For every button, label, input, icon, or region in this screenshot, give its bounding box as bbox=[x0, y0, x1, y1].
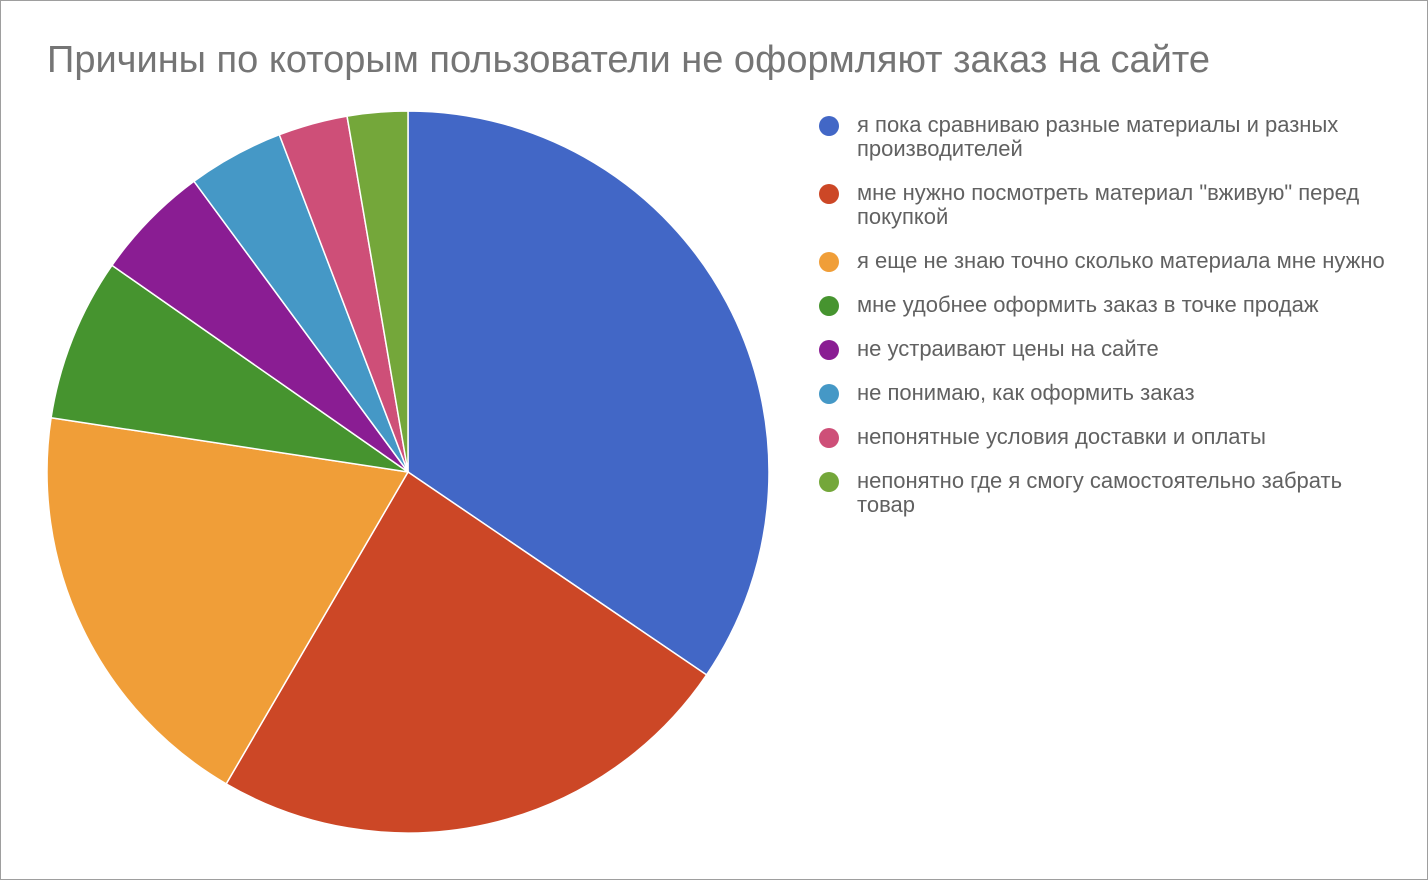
legend-swatch-icon bbox=[819, 116, 839, 136]
legend-swatch-icon bbox=[819, 384, 839, 404]
legend-swatch-icon bbox=[819, 340, 839, 360]
legend-label: непонятно где я смогу самостоятельно заб… bbox=[857, 468, 1343, 517]
legend-label: я пока сравниваю разные материалы и разн… bbox=[857, 112, 1339, 161]
legend-item-2[interactable]: мне нужно посмотреть материал "вживую" п… bbox=[819, 181, 1399, 229]
legend-item-8[interactable]: непонятно где я смогу самостоятельно заб… bbox=[819, 469, 1399, 517]
legend-label: мне нужно посмотреть материал "вживую" п… bbox=[857, 180, 1360, 229]
chart-legend: я пока сравниваю разные материалы и разн… bbox=[819, 113, 1399, 537]
legend-item-1[interactable]: я пока сравниваю разные материалы и разн… bbox=[819, 113, 1399, 161]
legend-label: мне удобнее оформить заказ в точке прода… bbox=[857, 292, 1319, 317]
pie-slice-3[interactable] bbox=[46, 416, 410, 785]
legend-item-5[interactable]: не устраивают цены на сайте bbox=[819, 337, 1399, 361]
pie-slice-8[interactable] bbox=[346, 110, 409, 473]
legend-item-4[interactable]: мне удобнее оформить заказ в точке прода… bbox=[819, 293, 1399, 317]
legend-label: я еще не знаю точно сколько материала мн… bbox=[857, 248, 1385, 273]
legend-label: не понимаю, как оформить заказ bbox=[857, 380, 1195, 405]
pie-slice-4[interactable] bbox=[50, 264, 409, 473]
pie-slice-2[interactable] bbox=[225, 470, 708, 834]
legend-item-6[interactable]: не понимаю, как оформить заказ bbox=[819, 381, 1399, 405]
legend-swatch-icon bbox=[819, 428, 839, 448]
legend-label: непонятные условия доставки и оплаты bbox=[857, 424, 1266, 449]
legend-swatch-icon bbox=[819, 472, 839, 492]
legend-label: не устраивают цены на сайте bbox=[857, 336, 1159, 361]
pie-slice-1[interactable] bbox=[407, 110, 770, 676]
legend-item-3[interactable]: я еще не знаю точно сколько материала мн… bbox=[819, 249, 1399, 273]
legend-item-7[interactable]: непонятные условия доставки и оплаты bbox=[819, 425, 1399, 449]
chart-title: Причины по которым пользователи не оформ… bbox=[47, 39, 1210, 81]
legend-swatch-icon bbox=[819, 252, 839, 272]
legend-swatch-icon bbox=[819, 184, 839, 204]
legend-swatch-icon bbox=[819, 296, 839, 316]
